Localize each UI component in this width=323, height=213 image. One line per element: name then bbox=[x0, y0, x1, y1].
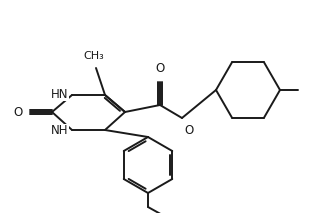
Text: CH₃: CH₃ bbox=[84, 51, 104, 61]
Text: O: O bbox=[14, 105, 23, 118]
Text: NH: NH bbox=[50, 125, 68, 138]
Text: O: O bbox=[184, 124, 193, 137]
Text: O: O bbox=[155, 62, 165, 75]
Text: HN: HN bbox=[50, 88, 68, 101]
